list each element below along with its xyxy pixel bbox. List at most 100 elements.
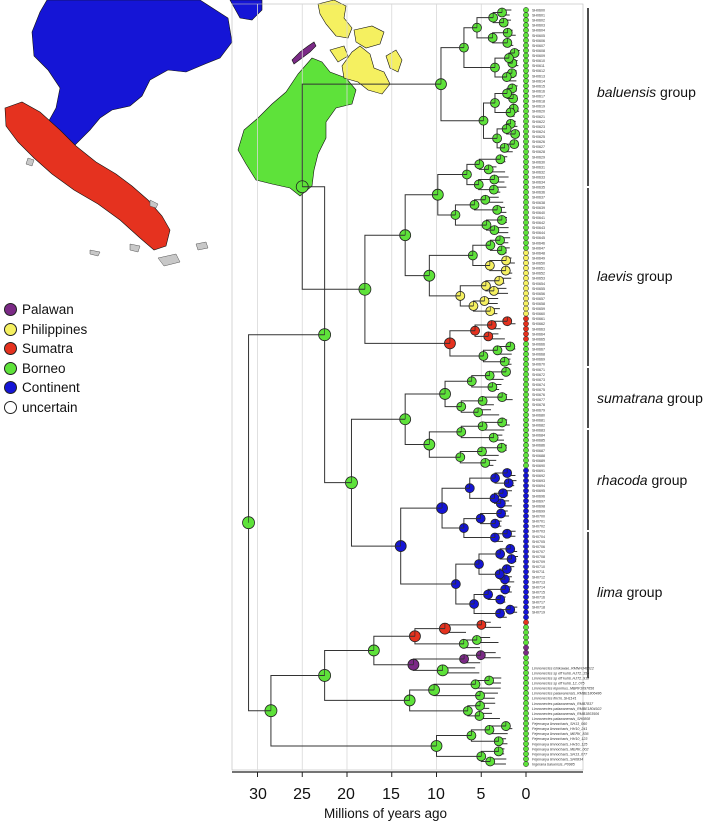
tip-label: SH0634 [532,181,545,185]
tip-label: SH0639 [532,206,545,210]
group-name-baluensis: baluensis [597,84,657,100]
legend-label-philippines: Philippines [22,321,88,337]
legend-item-sumatra: Sumatra [4,339,87,359]
tip-marker [523,52,529,59]
tip-label: SH0653 [532,277,545,281]
tip-marker [523,442,529,449]
branch [373,635,415,651]
tip-marker [523,255,529,261]
legend-swatch-sumatra [4,342,17,356]
tip-label: SH0701 [532,520,545,524]
tip-marker [523,199,529,206]
tip-marker [523,239,529,246]
tip-marker [523,492,529,499]
group-suffix-lima: group [626,584,663,600]
tip-marker [523,32,529,39]
tip-label: SH0680 [532,413,545,417]
tip-marker [523,315,529,322]
tip-label: SH0717 [532,601,545,605]
tip-label: SH0713 [532,580,545,584]
tip-label-named: Fejervarya limnocharis_SH13_060 [532,722,587,726]
x-tick-5: 5 [476,786,486,803]
tip-marker [523,563,529,570]
tip-label: SH0663 [532,327,545,331]
branch [463,27,477,48]
legend-swatch-borneo [4,361,17,375]
tip-marker [523,452,529,459]
tip-label: SH0690 [532,464,545,468]
x-tick-30: 30 [249,786,267,803]
tip-label: SH0671 [532,368,545,372]
branch [482,102,495,121]
map-sumatra [4,101,171,251]
x-axis-title-text: Millions of years ago [323,806,448,821]
tip-label: SH0645 [532,236,545,240]
tip-marker [523,735,529,742]
tip-marker [523,300,529,307]
tip-marker [523,553,529,560]
tip-marker [523,290,529,297]
tip-label: SH0672 [532,373,545,377]
tip-label: SH0664 [532,332,545,336]
tip-marker [523,346,529,352]
tip-label-named: Limnonectes sp eff kuhli_HJT2_918 [532,676,589,680]
tip-marker [523,219,529,226]
tip-label-named: Limnonectes palawanensis_RMBE1806486 [532,692,602,696]
branch [404,419,430,446]
tip-label: SH0709 [532,560,545,564]
tip-label: SH0631 [532,165,545,169]
tip-marker [523,599,529,605]
tip-marker [523,143,529,150]
tip-marker [523,437,529,443]
branch [428,275,461,297]
tip-label: SH0687 [532,449,545,453]
tip-marker [523,153,529,160]
tip-label: SH0617 [532,95,545,99]
tip-marker [523,538,529,545]
branch [433,689,481,697]
tip-marker [523,351,529,357]
tip-marker [523,224,529,231]
tip-label: SH0624 [532,130,545,134]
tip-label: SH0627 [532,145,545,149]
tip-marker [523,604,529,610]
branch [441,487,470,509]
tip-label: SH0658 [532,302,545,306]
tip-marker [523,310,529,317]
backbone-branch [270,710,437,747]
tip-label-named: Fejervarya limnocharis_SH0834 [532,757,583,761]
tip-marker [523,558,529,565]
tip-label-named: Limnonectes sp eff kuhli_12_075 [532,682,585,686]
tip-label: SH0684 [532,434,545,438]
tip-marker [523,108,529,115]
tip-label: SH0615 [532,84,545,88]
tip-marker [523,214,529,221]
tip-marker [523,12,529,18]
tip-marker [523,462,529,469]
tip-label: SH0678 [532,403,545,407]
branch [373,650,414,666]
tip-marker [523,169,529,175]
backbone-branch [350,418,406,483]
tip-label: SH0644 [532,231,545,235]
tip-marker [523,204,529,211]
tip-marker [523,472,529,479]
tip-marker [523,371,529,378]
branch [404,194,438,236]
tip-marker [523,401,529,408]
tip-marker [523,644,529,651]
legend-item-palawan: Palawan [4,300,87,320]
legend-item-uncertain: uncertain [4,398,87,418]
tip-marker [523,305,529,312]
tip-label: SH0693 [532,479,545,483]
tip-marker [523,164,529,170]
tip-marker [523,361,529,368]
tip-label: SH0612 [532,69,545,73]
tip-marker [523,543,529,550]
root-branch [248,334,325,523]
tip-label-named: Limnonectes ishikawae_RMNH346612 [532,666,594,670]
branch [460,431,494,439]
tip-label: SH0673 [532,378,545,382]
tip-label: SH0688 [532,454,545,458]
tip-label-named: Limnonectes palawanensis_RMB1803506 [532,712,599,716]
